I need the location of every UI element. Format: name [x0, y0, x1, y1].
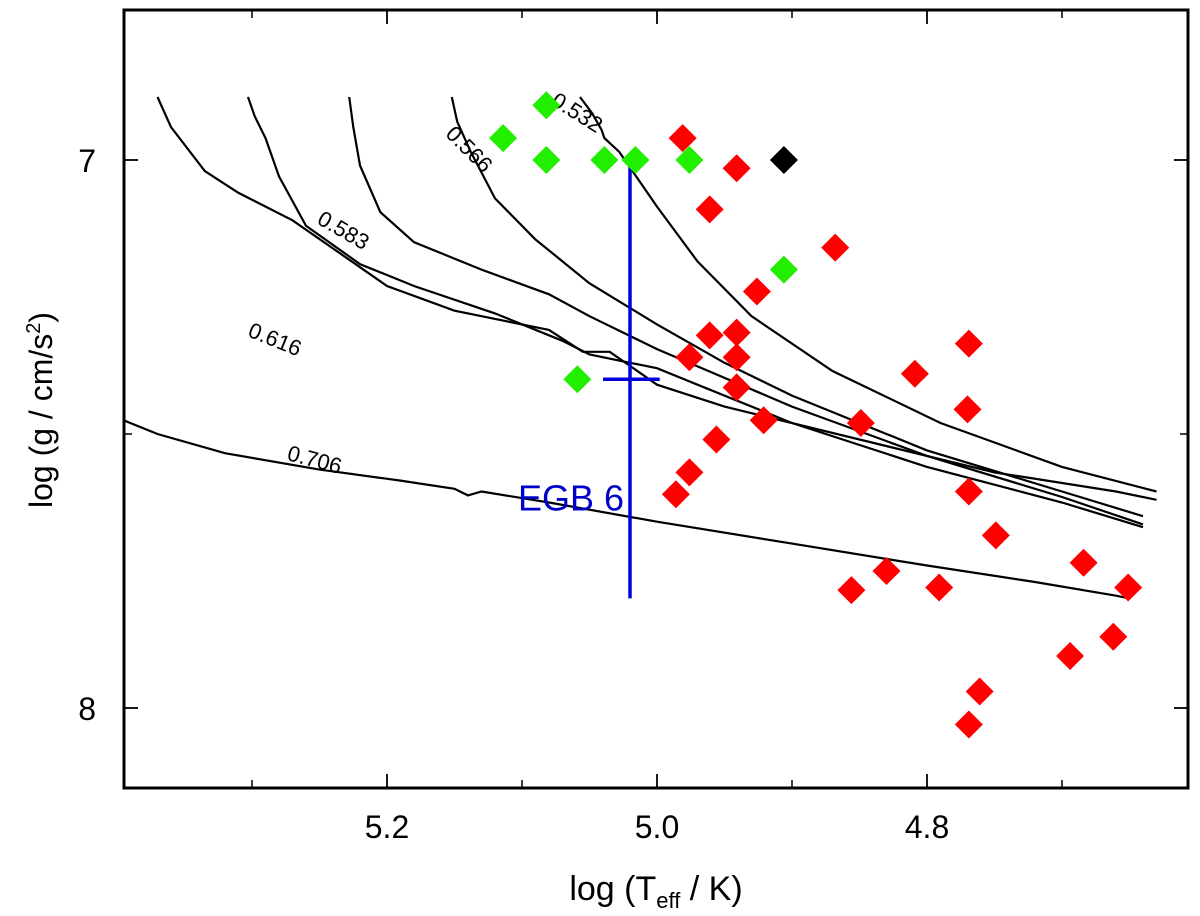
- point-green-2: [532, 146, 561, 174]
- point-green-3: [590, 146, 619, 174]
- point-red-10: [749, 406, 778, 435]
- point-red-12: [675, 458, 704, 487]
- x-tick-label: 5.0: [635, 809, 679, 845]
- point-red-3: [821, 233, 850, 262]
- point-red-5: [722, 318, 751, 347]
- point-red-4: [742, 277, 771, 306]
- track-label-0.532: 0.532: [547, 87, 607, 137]
- point-black-0: [769, 146, 798, 174]
- point-red-8: [722, 343, 751, 372]
- point-red-24: [1114, 573, 1143, 602]
- track-label-0.616: 0.616: [245, 317, 305, 361]
- point-red-1: [722, 154, 751, 183]
- ticks-layer: 5.2 5.0 4.8 7 8: [78, 10, 1188, 845]
- point-green-6: [769, 255, 798, 284]
- point-red-15: [900, 359, 929, 388]
- point-red-23: [1069, 548, 1098, 577]
- y-axis-label: log (g / cm/s2): [23, 312, 59, 508]
- point-red-6: [695, 321, 724, 350]
- track-0.616: [246, 96, 1144, 529]
- egb6-annotation: EGB 6: [518, 478, 624, 519]
- track-0.532: [579, 96, 1157, 493]
- x-tick-label: 5.2: [365, 809, 409, 845]
- y-tick-label: 7: [78, 143, 96, 179]
- point-red-2: [695, 195, 724, 224]
- tracks-layer: [124, 96, 1157, 600]
- point-red-27: [965, 677, 994, 706]
- x-tick-label: 4.8: [905, 809, 949, 845]
- point-red-28: [954, 710, 983, 739]
- track-label-0.706: 0.706: [285, 440, 345, 478]
- point-red-17: [954, 477, 983, 506]
- points-layer: [489, 91, 1143, 739]
- track-labels-layer: 0.532 0.566 0.583 0.616 0.706: [245, 87, 607, 478]
- y-tick-label: 8: [78, 691, 96, 727]
- point-red-11: [702, 425, 731, 454]
- point-red-0: [668, 124, 697, 153]
- point-red-26: [1056, 641, 1085, 670]
- point-green-4: [621, 146, 650, 174]
- point-red-18: [953, 395, 982, 424]
- point-red-21: [925, 573, 954, 602]
- x-axis-label: log (Teff / K): [569, 870, 742, 913]
- track-0.706: [124, 419, 1130, 600]
- point-green-5: [675, 146, 704, 174]
- track-label-0.566: 0.566: [441, 121, 498, 178]
- point-green-7: [563, 365, 592, 394]
- plot-frame: [122, 8, 1190, 790]
- error-bar: [603, 160, 660, 599]
- point-green-0: [532, 91, 561, 120]
- point-green-1: [489, 124, 518, 153]
- track-0.566: [450, 96, 1144, 518]
- point-red-25: [1099, 622, 1128, 651]
- point-red-22: [837, 576, 866, 605]
- point-red-14: [846, 409, 875, 438]
- point-red-20: [872, 557, 901, 585]
- track-0.616-hot: [156, 96, 1157, 501]
- point-red-16: [954, 329, 983, 358]
- track-label-0.583: 0.583: [313, 206, 373, 255]
- point-red-19: [981, 521, 1010, 550]
- point-red-9: [722, 373, 751, 402]
- point-red-13: [661, 480, 690, 509]
- point-red-7: [675, 343, 704, 372]
